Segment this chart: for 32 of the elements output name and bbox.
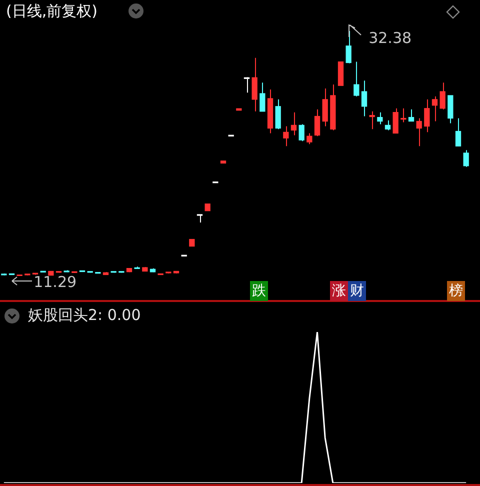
candlestick	[432, 96, 438, 122]
candlestick	[392, 108, 398, 134]
text: 涨财	[331, 282, 365, 301]
candlestick	[290, 112, 297, 136]
candlestick	[416, 118, 422, 147]
candlestick	[196, 214, 203, 223]
candlestick	[275, 98, 281, 130]
candlestick	[408, 108, 414, 122]
text: 跌	[250, 281, 268, 301]
candlestick	[283, 126, 289, 147]
candlestick	[298, 124, 304, 142]
candlestick	[463, 150, 469, 168]
candlestick	[252, 57, 258, 112]
candlestick	[424, 98, 430, 133]
candlestick	[369, 110, 375, 130]
candlestick	[384, 120, 391, 131]
candlestick	[440, 82, 446, 110]
candlestick	[377, 112, 383, 125]
text: 榜	[447, 281, 465, 301]
candlestick	[314, 108, 320, 137]
candlestick	[260, 82, 266, 112]
candlestick	[346, 30, 352, 64]
candlestick	[455, 118, 462, 147]
candlestick	[306, 132, 312, 145]
candlestick	[322, 88, 328, 127]
chart-title: 妖股回头2: 0.00	[28, 306, 141, 325]
chart-title: (日线,前复权)	[6, 2, 98, 21]
candlestick	[448, 94, 454, 124]
candlestick	[361, 80, 368, 117]
annotation: 11.29	[34, 272, 77, 291]
candlestick	[354, 61, 360, 97]
annotation: 32.38	[368, 28, 412, 47]
